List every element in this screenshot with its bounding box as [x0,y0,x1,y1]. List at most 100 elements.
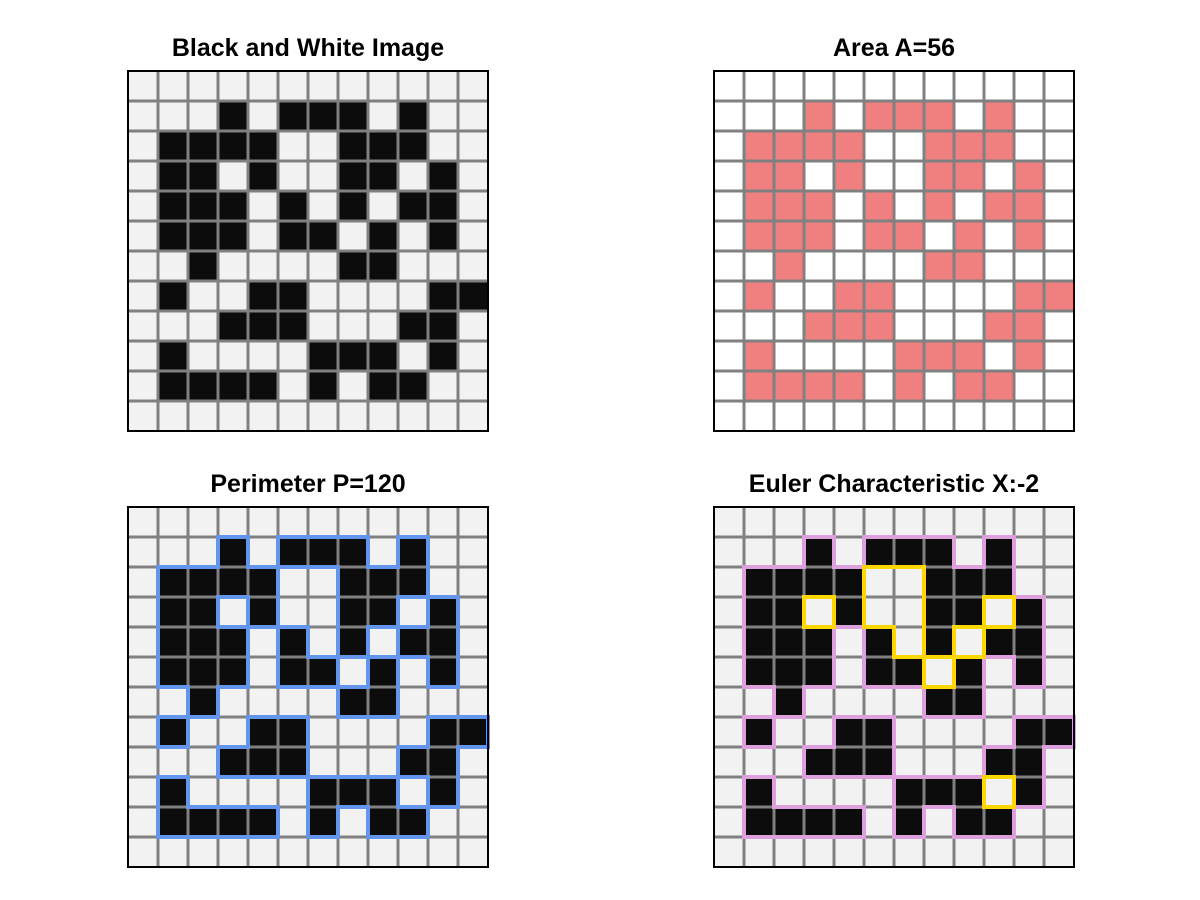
pixel-cell [308,281,338,311]
pixel-cell [398,837,428,867]
pixel-cell [804,71,834,101]
pixel-cell [218,161,248,191]
pixel-cell [774,657,804,687]
pixel-cell [1044,161,1074,191]
pixel-cell [804,807,834,837]
pixel-cell [368,311,398,341]
pixel-cell [1014,747,1044,777]
pixel-cell [864,507,894,537]
pixel-cell [1044,371,1074,401]
pixel-cell [924,131,954,161]
pixel-cell [368,131,398,161]
pixel-cell [864,567,894,597]
pixel-cell [954,837,984,867]
pixel-cell [158,627,188,657]
pixel-cell [924,777,954,807]
pixel-cell [128,837,158,867]
panel-title-perimeter: Perimeter P=120 [210,470,406,498]
pixel-cell [894,807,924,837]
pixel-cell [1014,221,1044,251]
panel-title-area: Area A=56 [832,34,956,62]
pixel-cell [984,747,1014,777]
pixel-cell [954,401,984,431]
pixel-cell [308,807,338,837]
panel-title-euler: Euler Characteristic X:-2 [748,470,1040,498]
pixel-cell [308,401,338,431]
pixel-cell [338,401,368,431]
pixel-cell [248,777,278,807]
pixel-cell [1014,101,1044,131]
pixel-cell [188,161,218,191]
pixel-cell [308,777,338,807]
pixel-cell [218,537,248,567]
pixel-cell [1044,717,1074,747]
pixel-cell [338,341,368,371]
pixel-cell [1014,837,1044,867]
pixel-cell [128,341,158,371]
pixel-cell [278,311,308,341]
pixel-cell [398,401,428,431]
pixel-cell [714,627,744,657]
pixel-cell [714,507,744,537]
pixel-cell [804,717,834,747]
pixel-cell [398,687,428,717]
pixel-cell [984,657,1014,687]
pixel-cell [774,371,804,401]
pixel-cell [188,657,218,687]
pixel-cell [188,281,218,311]
pixel-cell [458,131,488,161]
pixel-cell [804,507,834,537]
pixel-cell [1014,191,1044,221]
pixel-cell [368,807,398,837]
pixel-cell [924,71,954,101]
pixel-cell [428,341,458,371]
pixel-cell [804,597,834,627]
pixel-cell [188,221,218,251]
pixel-cell [744,191,774,221]
pixel-cell [1044,597,1074,627]
pixel-cell [278,537,308,567]
pixel-cell [924,191,954,221]
pixel-cell [248,537,278,567]
pixel-cell [398,807,428,837]
pixel-cell [924,627,954,657]
pixel-cell [1014,131,1044,161]
pixel-cell [834,807,864,837]
pixel-cell [218,281,248,311]
pixel-cell [714,71,744,101]
pixel-cell [428,807,458,837]
pixel-cell [368,567,398,597]
pixel-cell [338,191,368,221]
pixel-cell [218,627,248,657]
pixel-cell [338,537,368,567]
pixel-cell [218,341,248,371]
pixel-cell [368,687,398,717]
pixel-cell [218,371,248,401]
pixel-cell [278,687,308,717]
pixel-cell [458,567,488,597]
pixel-cell [1044,131,1074,161]
pixel-cell [834,627,864,657]
pixel-cell [338,777,368,807]
pixel-cell [774,837,804,867]
pixel-cell [128,161,158,191]
pixel-cell [834,747,864,777]
pixel-cell [368,71,398,101]
pixel-cell [954,221,984,251]
pixel-cell [1044,191,1074,221]
pixel-cell [1044,657,1074,687]
pixel-cell [128,71,158,101]
pixel-cell [188,341,218,371]
pixel-cell [1014,777,1044,807]
pixel-cell [218,131,248,161]
pixel-cell [308,837,338,867]
pixel-cell [984,131,1014,161]
pixel-cell [428,191,458,221]
pixel-cell [368,657,398,687]
pixel-cell [248,567,278,597]
pixel-cell [924,281,954,311]
pixel-cell [954,507,984,537]
pixel-cell [398,161,428,191]
pixel-cell [158,687,188,717]
pixel-cell [368,341,398,371]
